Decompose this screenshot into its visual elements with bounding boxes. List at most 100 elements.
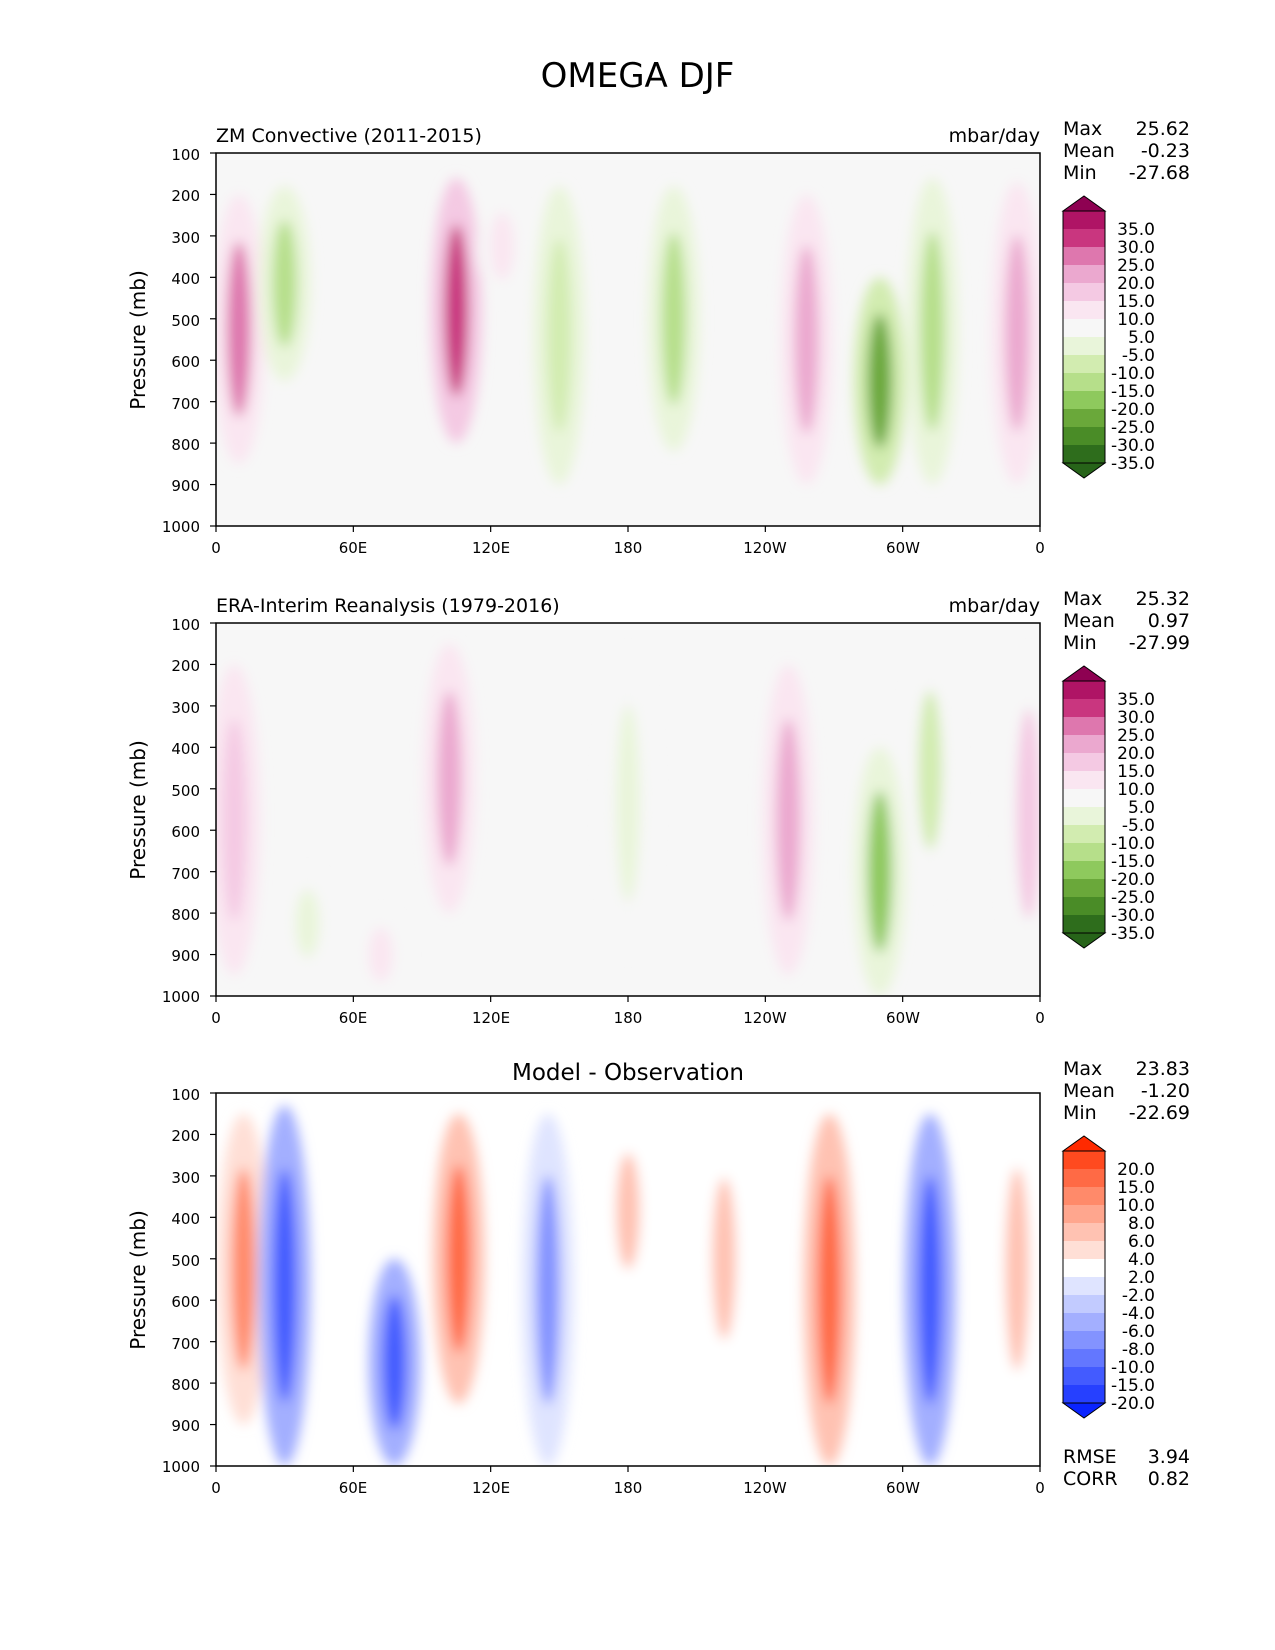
stat-max-label: Max <box>1063 118 1102 140</box>
colorbar-label: 35.0 <box>1117 690 1155 710</box>
contour-core <box>547 238 572 433</box>
x-tick-label: 120E <box>472 1009 510 1027</box>
colorbar-label: 4.0 <box>1128 1250 1155 1270</box>
y-axis-label: Pressure (mb) <box>126 1210 150 1350</box>
contour-core <box>382 1295 407 1430</box>
y-tick-label: 500 <box>171 312 200 330</box>
x-tick-label: 0 <box>211 1479 221 1497</box>
colorbar-swatch <box>1063 247 1105 265</box>
colorbar-label: 20.0 <box>1117 1160 1155 1180</box>
colorbar-label: 25.0 <box>1117 726 1155 746</box>
x-tick-label: 120W <box>743 539 787 557</box>
colorbar-label: -8.0 <box>1122 1340 1155 1360</box>
x-tick-label: 60E <box>339 539 368 557</box>
stat-max-value: 25.62 <box>1136 118 1190 140</box>
contour-field <box>217 1105 1040 1466</box>
colorbar-label: -30.0 <box>1111 906 1155 926</box>
x-tick-label: 0 <box>1035 1009 1045 1027</box>
stat-max-value: 25.32 <box>1136 588 1190 610</box>
x-ticks: 0 60E 120E 180 120W 60W 0 <box>211 539 1045 557</box>
colorbar-swatch <box>1063 1205 1105 1223</box>
colorbar-extend-top <box>1061 1135 1107 1152</box>
y-tick-label: 1000 <box>162 518 200 536</box>
colorbar-swatch <box>1063 1331 1105 1349</box>
colorbar-swatch <box>1063 897 1105 915</box>
colorbar-label: 6.0 <box>1128 1232 1155 1252</box>
colorbar-swatch <box>1063 1385 1105 1403</box>
colorbar-swatch <box>1063 337 1105 355</box>
stats-box: Max 23.83 Mean -1.20 Min -22.69 <box>1063 1058 1190 1124</box>
stat-min-label: Min <box>1063 632 1097 654</box>
colorbar: 35.030.025.020.015.010.05.0-5.0-10.0-15.… <box>1061 665 1155 949</box>
y-tick-label: 200 <box>171 1127 200 1145</box>
panel-title: Model - Observation <box>512 1060 744 1086</box>
y-tick-label: 100 <box>171 1086 200 1104</box>
colorbar-label: 30.0 <box>1117 708 1155 728</box>
y-tick-label: 200 <box>171 187 200 205</box>
colorbar-label: 30.0 <box>1117 238 1155 258</box>
colorbar-label: 2.0 <box>1128 1268 1155 1288</box>
colorbar-label: -15.0 <box>1111 382 1155 402</box>
y-tick-label: 1000 <box>162 1458 200 1476</box>
contour-core <box>535 1175 560 1405</box>
colorbar-extend-bottom <box>1061 1402 1107 1419</box>
stat-min-label: Min <box>1063 162 1097 184</box>
contour-core <box>918 1175 943 1405</box>
colorbar-swatch <box>1063 1295 1105 1313</box>
colorbar-label: -15.0 <box>1111 1376 1155 1396</box>
stat-max-value: 23.83 <box>1136 1058 1190 1080</box>
contour-core <box>437 690 462 866</box>
colorbar-label: -6.0 <box>1122 1322 1155 1342</box>
contour-core <box>1005 1168 1030 1371</box>
colorbar-swatch <box>1063 1169 1105 1187</box>
contour-core <box>817 1175 842 1405</box>
colorbar-swatch <box>1063 771 1105 789</box>
colorbar-label: -10.0 <box>1111 834 1155 854</box>
colorbar: 35.030.025.020.015.010.05.0-5.0-10.0-15.… <box>1061 195 1155 479</box>
colorbar-swatch <box>1063 265 1105 283</box>
y-tick-label: 100 <box>171 146 200 164</box>
colorbar-swatch <box>1063 391 1105 409</box>
panel-era-interim: ERA-Interim Reanalysis (1979-2016) mbar/… <box>126 588 1190 1027</box>
contour-core <box>712 1177 737 1340</box>
x-tick-label: 120E <box>472 1479 510 1497</box>
tick-marks <box>210 1092 1041 1472</box>
colorbar-frame <box>1062 680 1106 934</box>
contour-core <box>272 1168 297 1403</box>
colorbar-swatch <box>1063 373 1105 391</box>
colorbar-swatch <box>1063 229 1105 247</box>
contour-core <box>490 212 515 280</box>
y-tick-label: 800 <box>171 1376 200 1394</box>
colorbar-label: 35.0 <box>1117 220 1155 240</box>
colorbar-swatch <box>1063 1349 1105 1367</box>
colorbar-swatch <box>1063 355 1105 373</box>
contour-core <box>867 790 892 953</box>
x-tick-label: 60W <box>886 1479 920 1497</box>
colorbar: 20.015.010.08.06.04.02.0-2.0-4.0-6.0-8.0… <box>1061 1135 1155 1419</box>
colorbar-swatch <box>1063 915 1105 933</box>
y-ticks: 100 200 300 400 500 600 700 800 900 1000 <box>162 616 200 1006</box>
contour-core <box>616 1153 640 1270</box>
colorbar-label: 10.0 <box>1117 1196 1155 1216</box>
y-tick-label: 700 <box>171 395 200 413</box>
colorbar-label: -30.0 <box>1111 436 1155 456</box>
colorbar-swatch <box>1063 301 1105 319</box>
colorbar-label: 8.0 <box>1128 1214 1155 1234</box>
colorbar-label: 10.0 <box>1117 780 1155 800</box>
stat-max-label: Max <box>1063 588 1102 610</box>
figure-title: OMEGA DJF <box>540 56 735 96</box>
colorbar-swatch <box>1063 445 1105 463</box>
y-tick-label: 300 <box>171 1169 200 1187</box>
colorbar-label: -20.0 <box>1111 1394 1155 1414</box>
x-tick-label: 0 <box>211 1009 221 1027</box>
x-tick-label: 120W <box>743 1479 787 1497</box>
contour-core <box>918 690 943 850</box>
metric-rmse-value: 3.94 <box>1148 1446 1190 1468</box>
colorbar-label: -5.0 <box>1122 816 1155 836</box>
colorbar-label: -25.0 <box>1111 888 1155 908</box>
colorbar-swatch <box>1063 1187 1105 1205</box>
colorbar-label: 20.0 <box>1117 744 1155 764</box>
y-tick-label: 600 <box>171 353 200 371</box>
panel-title: ZM Convective (2011-2015) <box>216 125 482 147</box>
contour-core <box>444 224 469 397</box>
